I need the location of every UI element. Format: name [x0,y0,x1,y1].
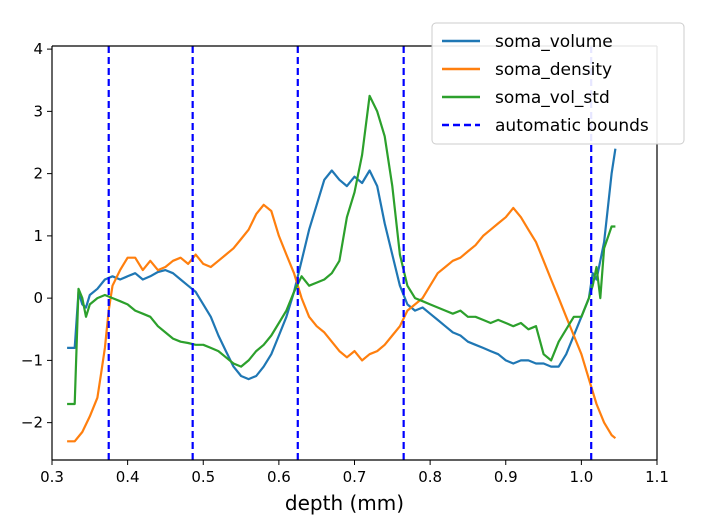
y-tick-label: 4 [33,40,43,58]
legend-box [431,22,685,145]
x-tick-label: 1.0 [569,468,593,486]
axes: 0.3 0.4 0.5 0.6 0.7 0.8 0.9 1.0 1.1 −2 −1 0 1 2 3 4 [21,40,669,486]
series-line-soma-vol-std [67,94,616,406]
x-tick-label: 0.3 [40,468,64,486]
legend-label-soma-density: soma_density [495,60,612,80]
series-line-soma-density [67,203,617,443]
x-tick-label: 0.5 [191,468,215,486]
x-tick-label: 0.9 [494,468,518,486]
x-tick-label: 0.4 [116,468,140,486]
y-tick-label: 1 [33,227,43,245]
legend-label-automatic-bounds: automatic bounds [495,116,649,136]
series-line-soma-volume [67,148,617,381]
x-axis-label: depth (mm) [285,491,404,515]
legend-label-soma-vol-std: soma_vol_std [495,88,610,108]
x-tick-label: 0.8 [418,468,442,486]
y-tick-label: −1 [21,351,43,369]
x-tick-label: 1.1 [645,468,669,486]
x-tick-label: 0.7 [343,468,367,486]
legend-label-soma-volume: soma_volume [495,32,613,52]
y-tick-label: 0 [33,289,43,307]
legend: soma_volume soma_density soma_vol_stdautom… [431,22,685,145]
x-tick-label: 0.6 [267,468,291,486]
y-tick-label: 2 [33,165,43,183]
y-tick-label: 3 [33,102,43,120]
y-tick-label: −2 [21,414,43,432]
